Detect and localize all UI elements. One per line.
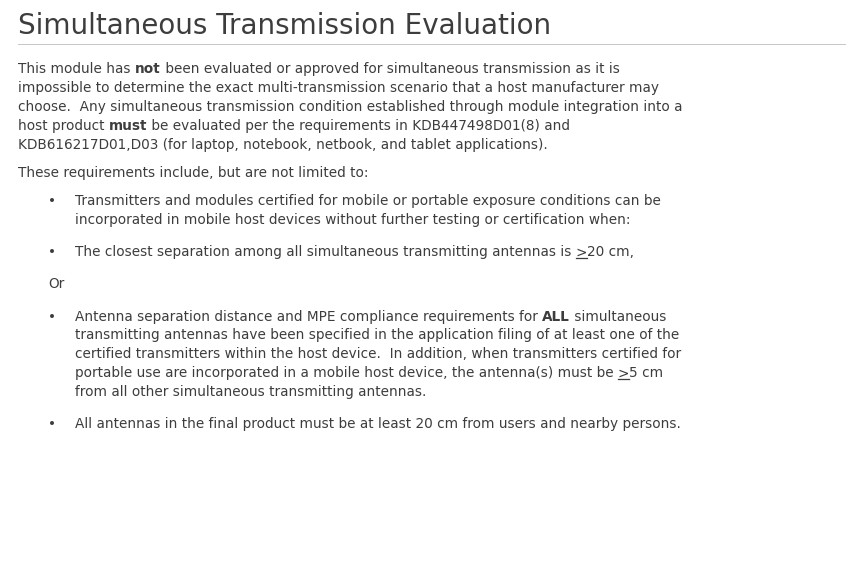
Text: •: • [48, 418, 56, 432]
Text: These requirements include, but are not limited to:: These requirements include, but are not … [18, 166, 369, 180]
Text: Or: Or [48, 277, 64, 291]
Text: been evaluated or approved for simultaneous transmission as it is: been evaluated or approved for simultane… [160, 62, 620, 76]
Text: incorporated in mobile host devices without further testing or certification whe: incorporated in mobile host devices with… [75, 213, 631, 227]
Text: ALL: ALL [542, 310, 570, 324]
Text: The closest separation among all simultaneous transmitting antennas is: The closest separation among all simulta… [75, 245, 576, 259]
Text: simultaneous: simultaneous [570, 310, 667, 324]
Text: be evaluated per the requirements in KDB447498D01(8) and: be evaluated per the requirements in KDB… [147, 119, 571, 133]
Text: from all other simultaneous transmitting antennas.: from all other simultaneous transmitting… [75, 385, 427, 399]
Text: •: • [48, 245, 56, 259]
Text: Simultaneous Transmission Evaluation: Simultaneous Transmission Evaluation [18, 12, 551, 40]
Text: choose.  Any simultaneous transmission condition established through module inte: choose. Any simultaneous transmission co… [18, 100, 682, 114]
Text: not: not [135, 62, 160, 76]
Text: All antennas in the final product must be at least 20 cm from users and nearby p: All antennas in the final product must b… [75, 418, 680, 432]
Text: portable use are incorporated in a mobile host device, the antenna(s) must be: portable use are incorporated in a mobil… [75, 366, 618, 380]
Text: >: > [576, 245, 587, 259]
Text: transmitting antennas have been specified in the application filing of at least : transmitting antennas have been specifie… [75, 328, 680, 342]
Text: impossible to determine the exact multi-transmission scenario that a host manufa: impossible to determine the exact multi-… [18, 81, 659, 95]
Text: must: must [109, 119, 147, 133]
Text: >: > [618, 366, 630, 380]
Text: •: • [48, 194, 56, 208]
Text: Antenna separation distance and MPE compliance requirements for: Antenna separation distance and MPE comp… [75, 310, 542, 324]
Text: host product: host product [18, 119, 109, 133]
Text: 20 cm,: 20 cm, [587, 245, 634, 259]
Text: KDB616217D01,D03 (for laptop, notebook, netbook, and tablet applications).: KDB616217D01,D03 (for laptop, notebook, … [18, 138, 548, 152]
Text: This module has: This module has [18, 62, 135, 76]
Text: 5 cm: 5 cm [630, 366, 663, 380]
Text: Transmitters and modules certified for mobile or portable exposure conditions ca: Transmitters and modules certified for m… [75, 194, 661, 208]
Text: •: • [48, 310, 56, 324]
Text: certified transmitters within the host device.  In addition, when transmitters c: certified transmitters within the host d… [75, 347, 681, 361]
